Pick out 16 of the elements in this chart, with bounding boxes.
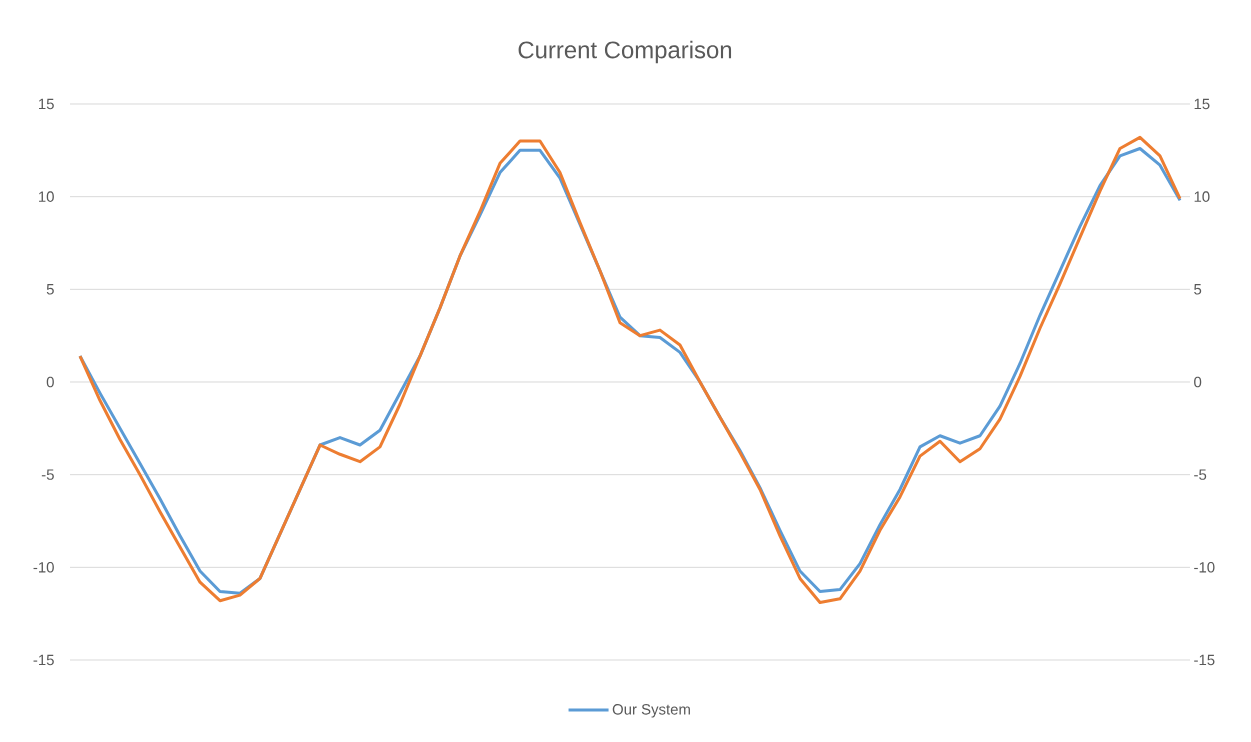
y-tick-label: -10 — [33, 562, 54, 573]
y2-tick-label: 0 — [1194, 376, 1202, 388]
legend-label: Our System — [612, 704, 690, 718]
y2-tick-label: -5 — [1194, 469, 1207, 480]
y-tick-label: 15 — [39, 98, 54, 110]
chart-title: Current Comparison — [518, 40, 732, 64]
y2-tick-label: -10 — [1194, 562, 1215, 573]
y-tick-label: 10 — [39, 191, 54, 202]
y-tick-label: -5 — [41, 469, 54, 480]
y-tick-label: -15 — [33, 654, 54, 666]
y2-tick-label: -15 — [1194, 654, 1215, 666]
y-tick-label: 5 — [46, 284, 54, 295]
y2-tick-label: 15 — [1194, 98, 1210, 110]
y2-tick-label: 5 — [1194, 284, 1202, 295]
y2-tick-label: 10 — [1194, 191, 1210, 202]
y-tick-label: 0 — [46, 376, 54, 388]
